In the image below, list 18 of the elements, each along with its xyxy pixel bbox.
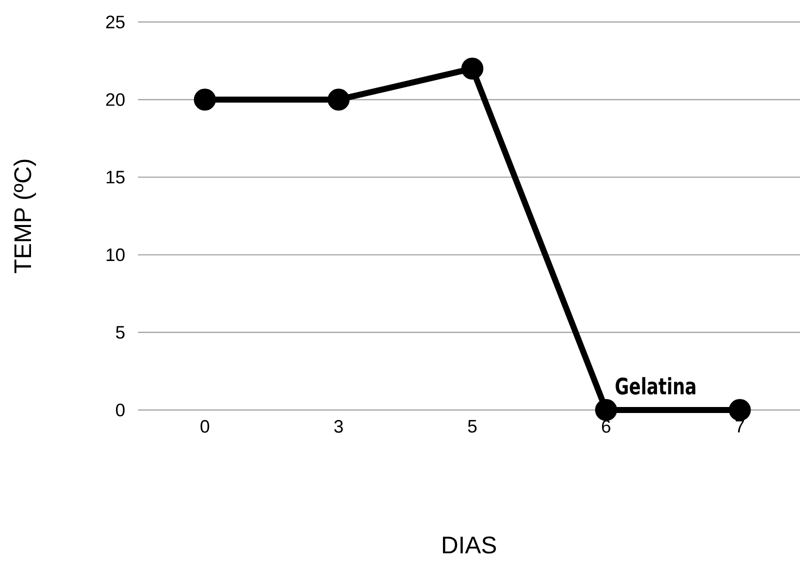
point bbox=[328, 88, 350, 111]
point bbox=[461, 58, 484, 80]
y-tick-label: 20 bbox=[106, 93, 125, 106]
y-tick-label: 15 bbox=[106, 170, 125, 184]
y-tick-label: 0 bbox=[116, 404, 125, 416]
point bbox=[194, 88, 216, 111]
point bbox=[595, 399, 618, 421]
x-tick-label: 0 bbox=[200, 420, 210, 433]
point bbox=[728, 399, 751, 421]
x-axis-title: DIAS bbox=[442, 536, 496, 554]
y-tick-label: 10 bbox=[106, 248, 125, 262]
y-tick-label: 5 bbox=[116, 326, 125, 339]
x-tick-label: 6 bbox=[602, 420, 610, 433]
x-tick-label: 5 bbox=[468, 420, 477, 433]
x-tick-label: 3 bbox=[334, 420, 343, 433]
y-tick-label: 25 bbox=[106, 16, 125, 28]
y-axis-title: TEMP (ºC) bbox=[14, 160, 36, 274]
annotation: Gelatina bbox=[616, 377, 696, 395]
